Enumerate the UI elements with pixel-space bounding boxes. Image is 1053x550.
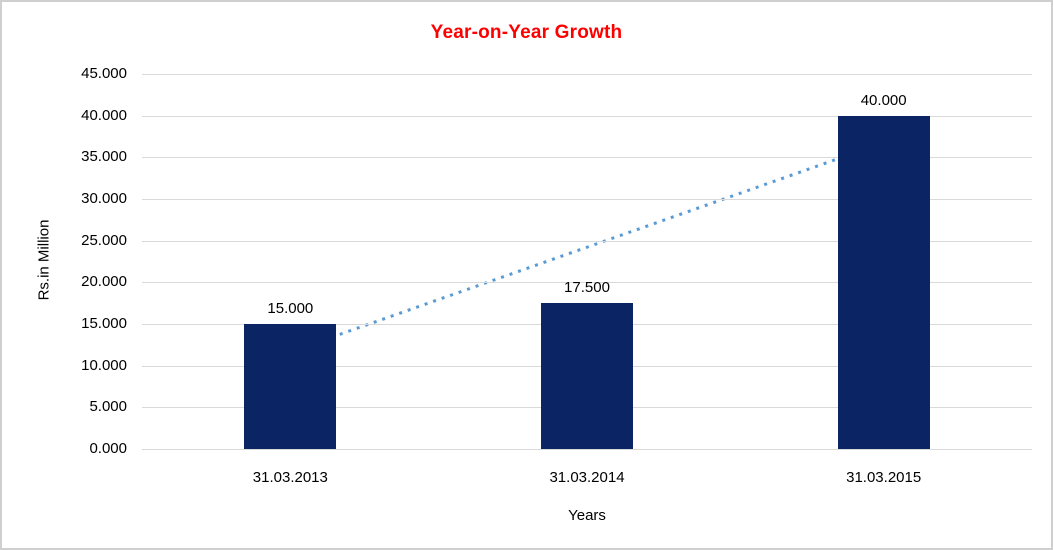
x-axis-tick-label: 31.03.2015	[846, 469, 922, 486]
y-axis-tick-label: 20.000	[81, 273, 127, 291]
y-axis-tick-label: 45.000	[81, 65, 127, 82]
chart-title: Year-on-Year Growth	[430, 22, 623, 43]
bar-31.03.2014	[541, 303, 633, 449]
gridline	[142, 157, 1032, 159]
y-axis-tick-label: 35.000	[81, 148, 127, 166]
gridline	[142, 115, 1032, 117]
y-axis-tick-label: 30.000	[81, 190, 127, 207]
bar-value-label: 40.000	[860, 91, 907, 109]
bar-value-label: 15.000	[267, 300, 314, 317]
frame-border-top	[0, 0, 380, 2]
x-axis-title: Years	[568, 507, 606, 524]
x-axis-tick-label: 31.03.2013	[252, 469, 328, 486]
y-axis-tick-label: 0.000	[89, 440, 127, 457]
gridline	[142, 282, 1032, 284]
gridline	[142, 74, 1032, 75]
y-axis-tick-label: 10.000	[81, 356, 127, 374]
gridline	[142, 449, 1032, 450]
bar-31.03.2013	[244, 324, 337, 449]
plot-area	[142, 74, 1032, 450]
x-axis-tick-label: 31.03.2014	[549, 469, 625, 486]
bar-31.03.2015	[837, 115, 930, 449]
bar-value-label: 17.500	[564, 279, 610, 297]
gridline	[142, 240, 1032, 242]
y-axis-tick-label: 15.000	[81, 315, 127, 332]
y-axis-tick-label: 40.000	[81, 106, 127, 124]
y-axis-tick-label: 25.000	[81, 231, 127, 249]
gridline	[142, 199, 1032, 200]
y-axis-tick-label: 5.000	[89, 398, 127, 416]
